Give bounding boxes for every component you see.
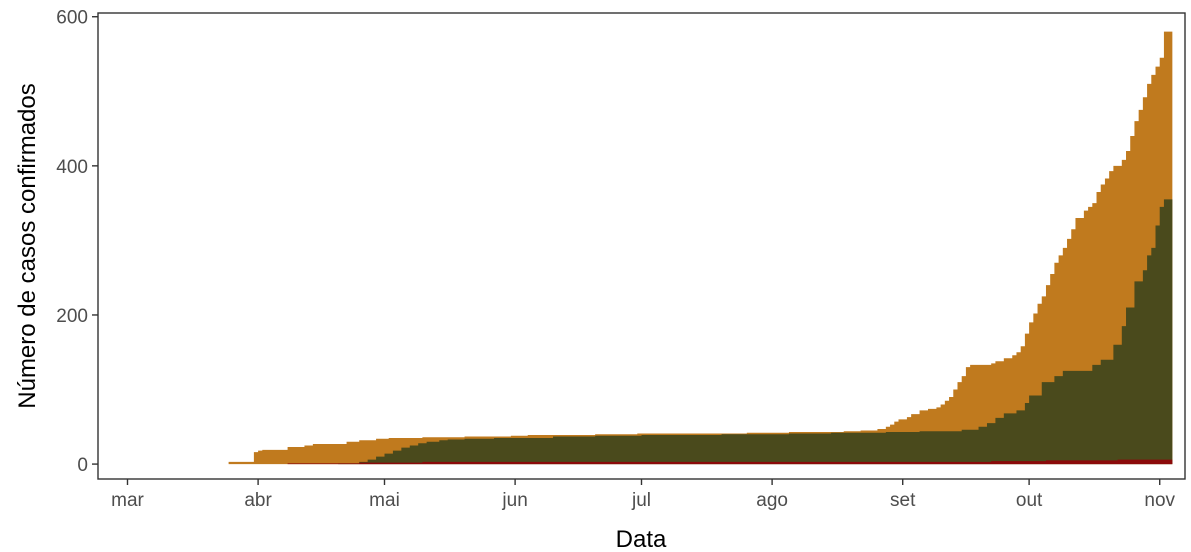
series-area-3 (178, 459, 1173, 465)
y-tick-label: 400 (56, 157, 88, 178)
y-tick-label: 600 (56, 8, 88, 29)
x-tick-label: mai (369, 490, 400, 511)
series-area-1 (178, 31, 1173, 465)
x-tick-label: abr (244, 490, 272, 511)
x-tick-label: jun (501, 490, 527, 511)
x-tick-label: set (890, 490, 916, 511)
x-axis: mar abr mai jun jul ago set out nov (111, 479, 1176, 511)
y-tick-label: 0 (77, 455, 88, 476)
series-layer (178, 31, 1173, 465)
x-tick-label: mar (111, 490, 144, 511)
x-tick-label: out (1016, 490, 1043, 511)
x-tick-label: jul (631, 490, 651, 511)
y-tick-label: 200 (56, 306, 88, 327)
series-area-2 (274, 199, 1173, 465)
y-axis: 0 200 400 600 (56, 8, 98, 476)
x-tick-label: nov (1144, 490, 1175, 511)
x-axis-title: Data (616, 526, 667, 552)
x-tick-label: ago (756, 490, 788, 511)
y-axis-title: Número de casos confirmados (14, 83, 41, 408)
